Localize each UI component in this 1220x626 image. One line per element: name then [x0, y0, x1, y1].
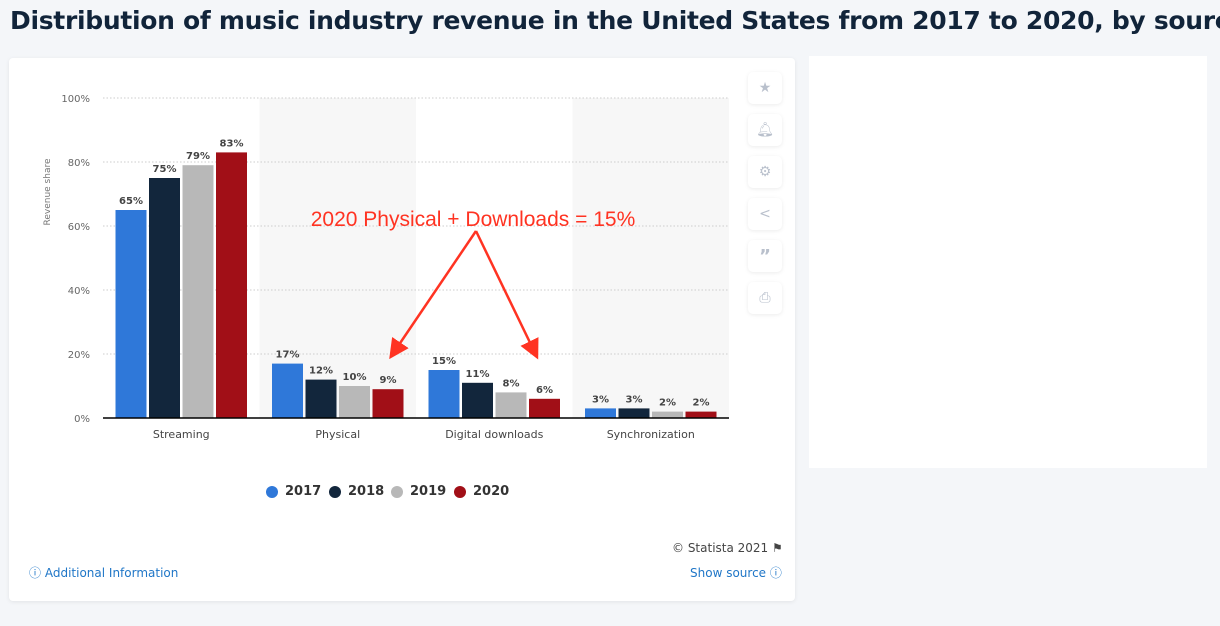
y-tick-label: 100% — [61, 94, 90, 105]
bar-2019 — [339, 386, 370, 418]
data-label: 15% — [432, 356, 456, 367]
bar-2019 — [495, 392, 527, 418]
data-label: 65% — [119, 196, 143, 207]
data-label: 9% — [380, 375, 397, 386]
data-label: 2% — [659, 398, 676, 409]
legend-label: 2019 — [410, 484, 447, 499]
x-tick-label: Digital downloads — [445, 428, 543, 441]
y-tick-label: 60% — [68, 222, 90, 233]
additional-information-link[interactable]: ⓘ Additional Information — [29, 564, 178, 581]
bar-2020 — [529, 398, 560, 418]
legend-item-2018[interactable]: 2018 — [329, 484, 384, 499]
additional-information-label: Additional Information — [44, 566, 179, 580]
data-label: 75% — [153, 164, 177, 175]
bar-2018 — [462, 382, 493, 418]
bar-2020 — [216, 152, 247, 418]
info-icon: ⓘ — [769, 566, 782, 580]
data-label: 79% — [186, 151, 210, 162]
x-tick-label: Synchronization — [607, 428, 695, 441]
bar-2017 — [115, 210, 147, 418]
bar-2017 — [272, 363, 303, 418]
bar-2017 — [428, 370, 460, 418]
bar-2018 — [305, 379, 337, 418]
bar-2020 — [685, 411, 717, 418]
legend-dot — [266, 485, 278, 498]
side-panel — [809, 56, 1207, 468]
gear-icon[interactable]: ⚙ — [748, 156, 782, 188]
data-label: 8% — [503, 378, 520, 389]
bar-2018 — [149, 178, 180, 418]
bell-icon[interactable]: 🔔︎ — [748, 114, 782, 146]
bar-2018 — [618, 408, 650, 418]
print-icon[interactable]: ⎙ — [748, 282, 782, 314]
copyright-text: © Statista 2021 — [672, 541, 769, 555]
annotation-arrow — [474, 230, 539, 360]
y-tick-label: 20% — [68, 350, 90, 361]
x-tick-label: Streaming — [153, 428, 210, 441]
y-axis-label: Revenue share — [43, 158, 53, 225]
data-label: 3% — [626, 394, 643, 405]
bar-2019 — [182, 165, 214, 418]
legend-label: 2020 — [473, 484, 510, 499]
info-icon: ⓘ — [29, 566, 42, 580]
data-label: 6% — [536, 385, 553, 396]
copyright: © Statista 2021 ⚑ — [672, 541, 783, 555]
show-source-link[interactable]: Show source ⓘ — [690, 564, 782, 581]
legend-item-2019[interactable]: 2019 — [391, 484, 446, 499]
y-tick-label: 40% — [68, 286, 90, 297]
show-source-label: Show source — [690, 566, 767, 580]
legend-item-2017[interactable]: 2017 — [266, 484, 321, 499]
bar-2019 — [652, 411, 683, 418]
category-band — [572, 98, 729, 418]
annotation-arrow — [389, 230, 478, 360]
bar-2017 — [585, 408, 616, 418]
annotation-text: 2020 Physical + Downloads = 15% — [311, 208, 636, 231]
legend-dot — [391, 485, 403, 498]
data-label: 10% — [343, 372, 367, 383]
data-label: 2% — [693, 398, 710, 409]
quote-icon[interactable]: ” — [748, 240, 782, 272]
page-title: Distribution of music industry revenue i… — [10, 6, 1220, 35]
data-label: 11% — [466, 369, 490, 380]
data-label: 17% — [276, 350, 300, 361]
star-icon[interactable]: ★ — [748, 72, 782, 104]
y-tick-label: 80% — [68, 158, 90, 169]
legend-item-2020[interactable]: 2020 — [454, 484, 509, 499]
legend-dot — [454, 485, 466, 498]
x-tick-label: Physical — [315, 428, 360, 441]
flag-icon: ⚑ — [772, 541, 783, 555]
y-tick-label: 0% — [74, 414, 90, 425]
data-label: 3% — [592, 394, 609, 405]
data-label: 83% — [220, 138, 244, 149]
bar-2020 — [372, 389, 404, 418]
bar-chart: 0% 20% 40% 60% 80% 100% Revenue share 65% 75% 79%… — [43, 94, 729, 441]
data-label: 12% — [309, 366, 333, 377]
legend-label: 2018 — [348, 484, 385, 499]
share-icon[interactable]: < — [748, 198, 782, 230]
legend-label: 2017 — [285, 484, 322, 499]
legend-dot — [329, 485, 341, 498]
